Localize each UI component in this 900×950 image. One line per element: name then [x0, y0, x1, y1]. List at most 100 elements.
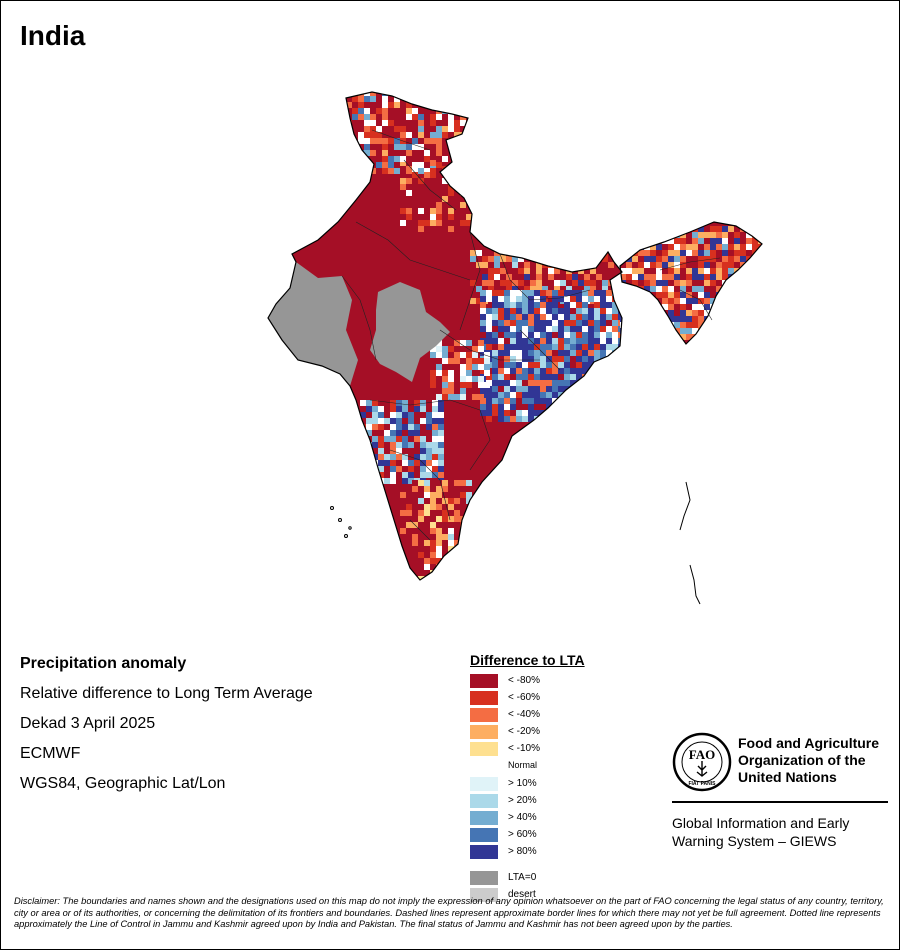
- raster-cell: [366, 460, 372, 466]
- raster-cell: [554, 262, 560, 268]
- raster-cell: [510, 350, 516, 356]
- raster-cell: [540, 368, 546, 374]
- raster-cell: [638, 268, 644, 274]
- raster-cell: [638, 238, 644, 244]
- raster-cell: [466, 480, 472, 486]
- raster-cell: [430, 126, 436, 132]
- raster-cell: [740, 328, 746, 334]
- raster-cell: [704, 328, 710, 334]
- raster-cell: [522, 374, 528, 380]
- raster-cell: [758, 310, 762, 316]
- raster-cell: [504, 326, 510, 332]
- raster-cell: [716, 322, 722, 328]
- raster-cell: [396, 436, 402, 442]
- raster-cell: [594, 368, 600, 374]
- raster-cell: [558, 326, 564, 332]
- state-boundary: [459, 231, 481, 331]
- raster-cell: [420, 472, 426, 478]
- raster-cell: [576, 320, 582, 326]
- raster-cell: [472, 394, 478, 400]
- raster-cell: [442, 570, 448, 576]
- raster-cell: [620, 226, 626, 232]
- state-boundary: [519, 329, 561, 371]
- raster-cell: [460, 352, 466, 358]
- raster-cell: [448, 208, 454, 214]
- raster-cell: [662, 232, 668, 238]
- raster-cell: [454, 120, 460, 126]
- raster-cell: [436, 190, 442, 196]
- raster-cell: [412, 486, 418, 492]
- raster-cell: [644, 292, 650, 298]
- raster-cell: [466, 376, 472, 382]
- raster-cell: [390, 418, 396, 424]
- raster-cell: [600, 296, 606, 302]
- raster-cell: [606, 290, 612, 296]
- raster-cell: [650, 226, 656, 232]
- raster-cell: [382, 168, 388, 174]
- raster-cell: [638, 232, 644, 238]
- raster-cell: [460, 120, 466, 126]
- raster-cell: [396, 400, 402, 406]
- raster-cell: [448, 388, 454, 394]
- raster-cell: [448, 558, 454, 564]
- raster-cell: [680, 262, 686, 268]
- raster-cell: [606, 326, 612, 332]
- raster-cell: [492, 350, 498, 356]
- raster-cell: [426, 472, 432, 478]
- raster-cell: [512, 250, 518, 256]
- raster-cell: [454, 394, 460, 400]
- raster-cell: [466, 510, 472, 516]
- raster-cell: [494, 268, 500, 274]
- raster-cell: [674, 268, 680, 274]
- raster-cell: [486, 320, 492, 326]
- raster-cell: [600, 404, 606, 410]
- raster-cell: [382, 138, 388, 144]
- raster-cell: [746, 310, 752, 316]
- raster-cell: [522, 296, 528, 302]
- fao-name-line-1: Food and Agriculture: [738, 735, 880, 751]
- raster-cell: [698, 310, 704, 316]
- raster-cell: [486, 374, 492, 380]
- raster-cell: [528, 416, 534, 422]
- raster-cell: [606, 380, 612, 386]
- raster-cell: [430, 196, 436, 202]
- raster-cell: [662, 328, 668, 334]
- raster-cell: [436, 144, 442, 150]
- raster-cell: [692, 232, 698, 238]
- raster-cell: [668, 250, 674, 256]
- raster-cell: [400, 208, 406, 214]
- raster-cell: [436, 364, 442, 370]
- raster-cell: [594, 392, 600, 398]
- raster-cell: [498, 344, 504, 350]
- raster-cell: [522, 350, 528, 356]
- raster-cell: [528, 410, 534, 416]
- raster-cell: [582, 380, 588, 386]
- raster-cell: [594, 314, 600, 320]
- raster-cell: [632, 238, 638, 244]
- raster-cell: [758, 304, 762, 310]
- raster-cell: [478, 394, 484, 400]
- raster-cell: [594, 308, 600, 314]
- raster-cell: [576, 314, 582, 320]
- raster-cell: [442, 150, 448, 156]
- raster-cell: [448, 178, 454, 184]
- raster-cell: [758, 292, 762, 298]
- raster-cell: [430, 540, 436, 546]
- raster-cell: [638, 328, 644, 334]
- legend-label: LTA=0: [508, 872, 537, 883]
- raster-cell: [504, 416, 510, 422]
- raster-cell: [402, 406, 408, 412]
- raster-cell: [692, 310, 698, 316]
- raster-cell: [560, 280, 566, 286]
- raster-cell: [460, 144, 466, 150]
- raster-cell: [588, 308, 594, 314]
- raster-cell: [540, 308, 546, 314]
- raster-cell: [698, 250, 704, 256]
- raster-cell: [534, 392, 540, 398]
- raster-cell: [650, 298, 656, 304]
- raster-cell: [716, 238, 722, 244]
- raster-cell: [430, 370, 436, 376]
- raster-cell: [438, 472, 444, 478]
- raster-cell: [382, 120, 388, 126]
- raster-cell: [378, 412, 384, 418]
